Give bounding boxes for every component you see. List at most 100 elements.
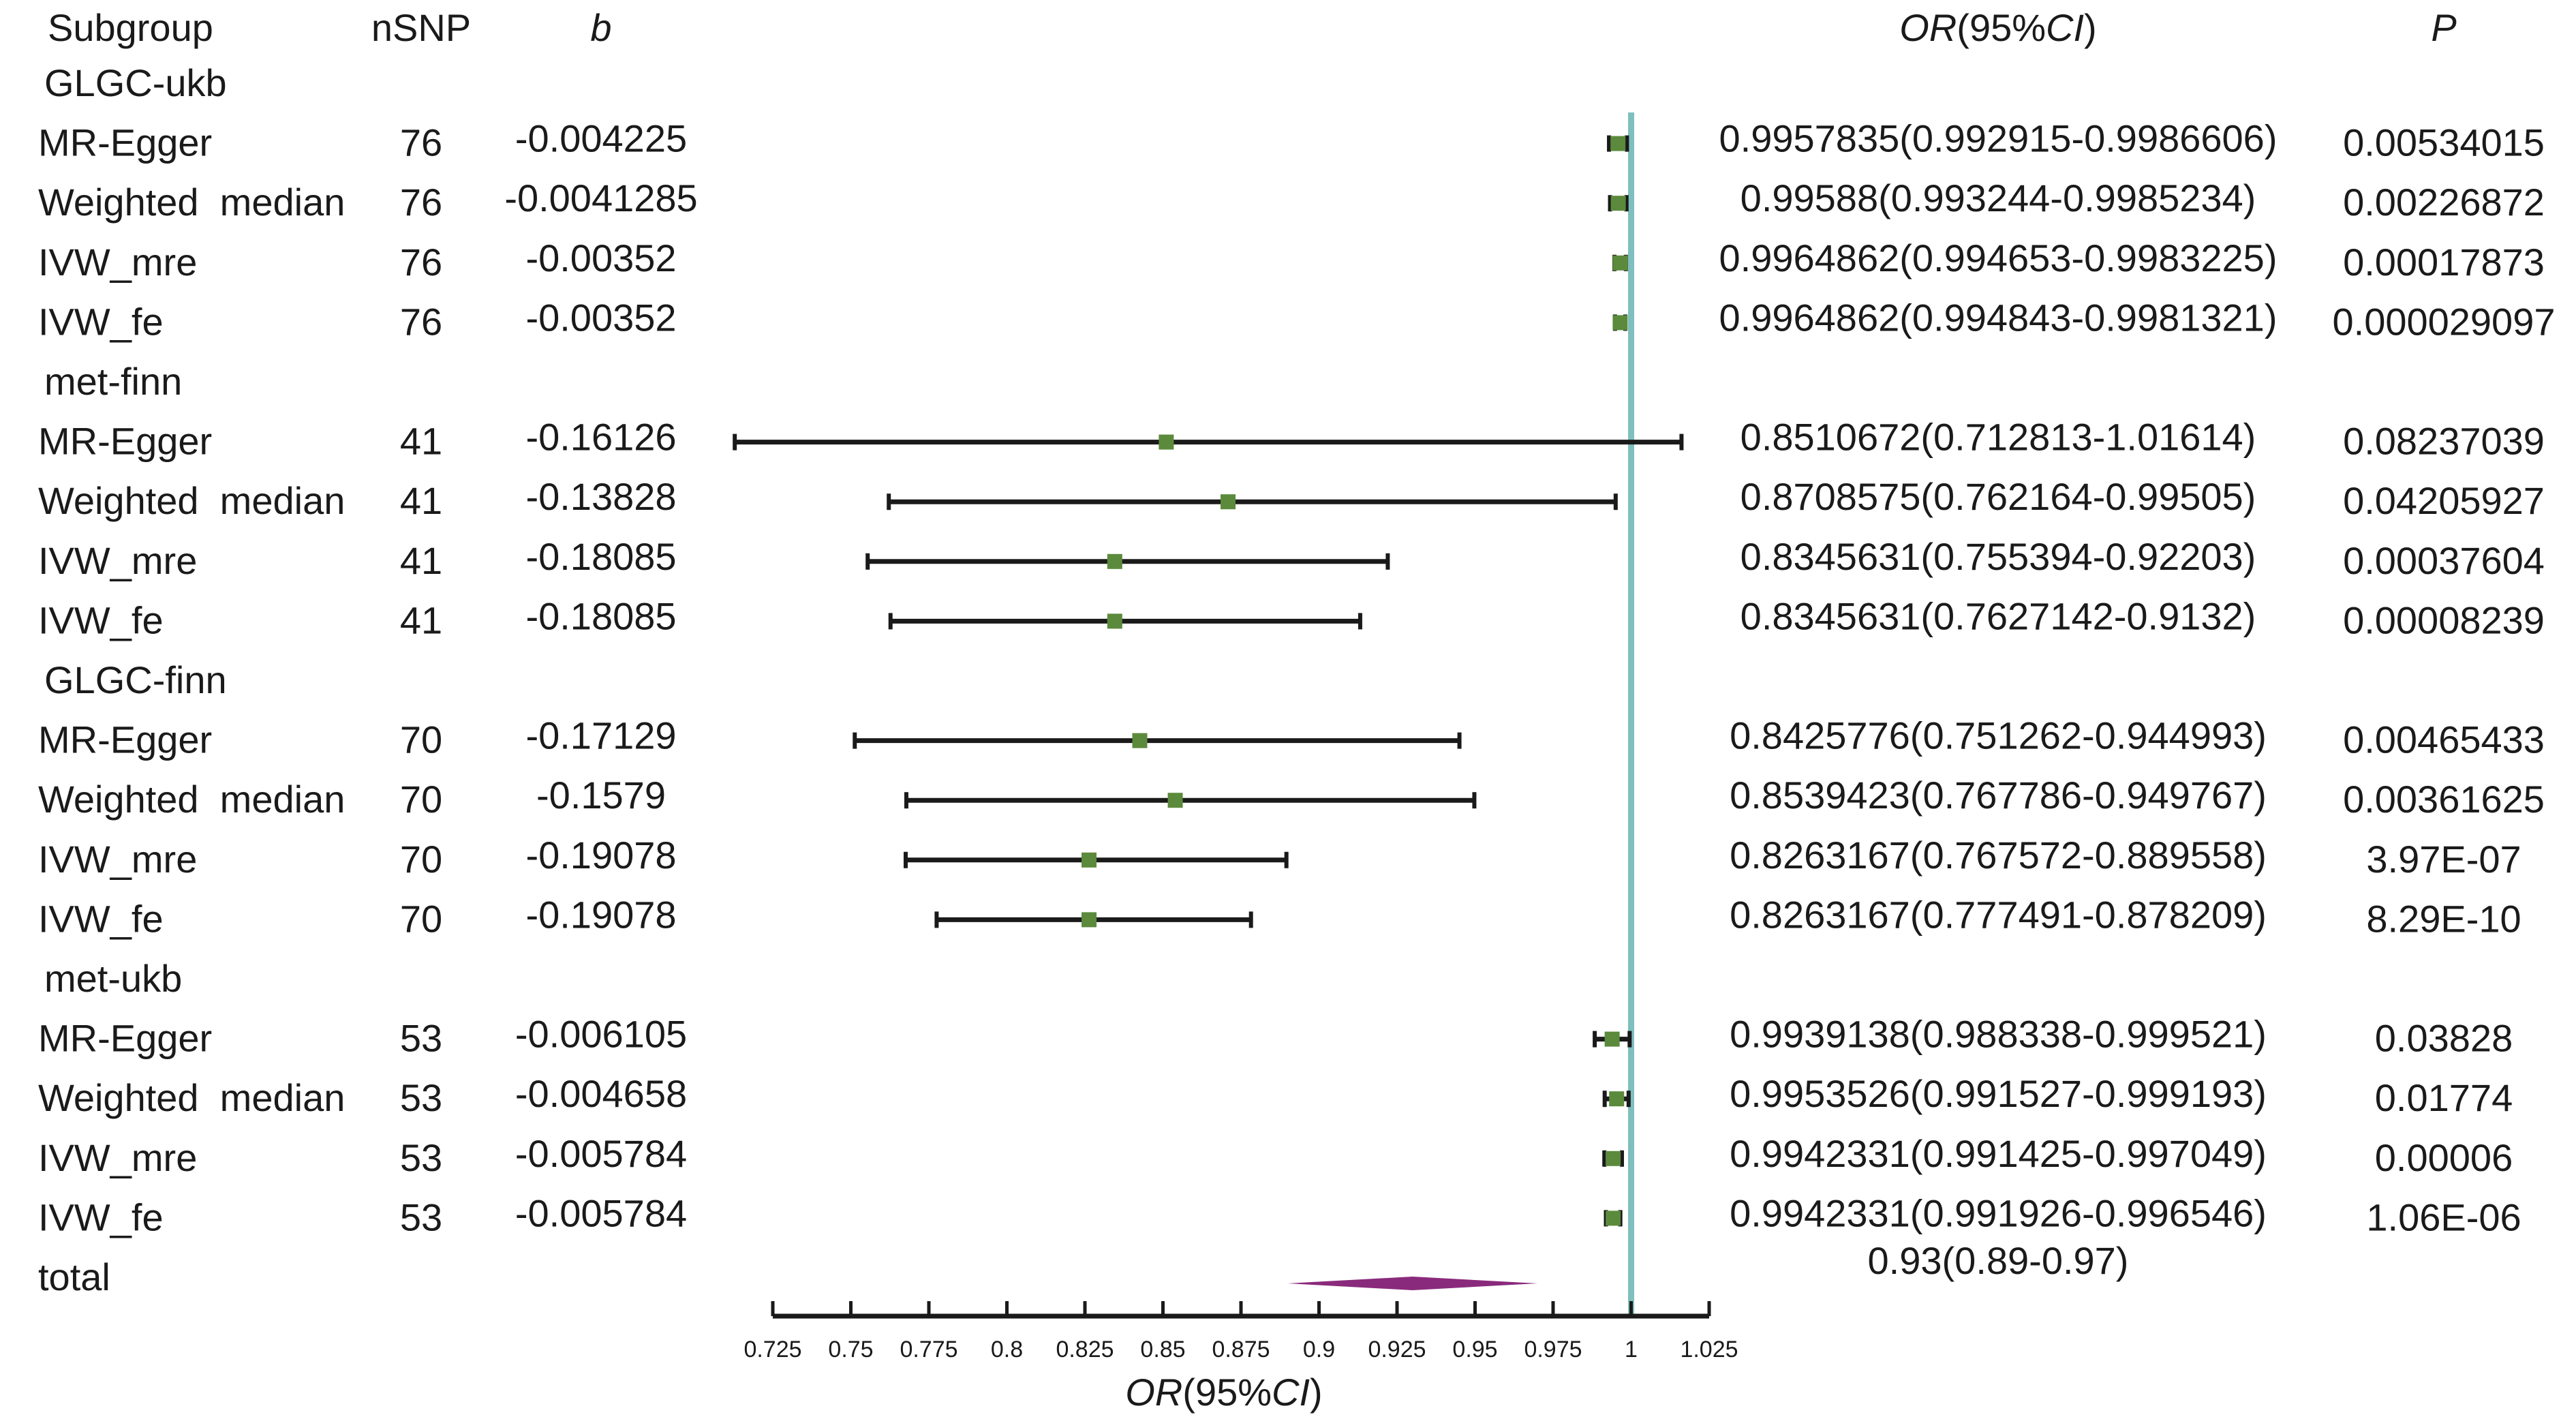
header-or-end: ): [2084, 6, 2097, 49]
group-label: met-finn: [44, 360, 182, 403]
x-tick-label: 0.925: [1368, 1337, 1426, 1362]
or-ci-value: 0.9957835(0.992915-0.9986606): [1719, 117, 2278, 160]
or-ci-value: 0.8345631(0.755394-0.92203): [1741, 535, 2256, 578]
total-label: total: [38, 1255, 110, 1298]
table-row: IVW_mre 53 -0.005784 0.9942331(0.991425-0.9…: [38, 1132, 2513, 1179]
point-estimate: [1082, 852, 1097, 868]
table-row: Weighted median 41 -0.13828 0.8708575(0.762…: [38, 475, 2545, 522]
or-ci-value: 0.9953526(0.991527-0.999193): [1730, 1072, 2267, 1115]
summary-diamond: [1287, 1277, 1538, 1290]
x-tick-label: 0.95: [1452, 1337, 1497, 1362]
or-ci-value: 0.99588(0.993244-0.9985234): [1741, 177, 2256, 219]
group-label: GLGC-finn: [44, 658, 227, 701]
total-row: total 0.93(0.89-0.97): [38, 1239, 2128, 1298]
table-row: MR-Egger 53 -0.006105 0.9939138(0.988338-0.…: [38, 1013, 2513, 1060]
b-value: -0.18085: [525, 594, 676, 637]
header-ci: CI: [2046, 6, 2084, 49]
p-value: 0.03828: [2375, 1017, 2513, 1060]
x-axis-label: OR(95%CI): [1125, 1371, 1322, 1414]
method-label: Weighted median: [38, 479, 345, 522]
table-row: MR-Egger 41 -0.16126 0.8510672(0.712813-1.0…: [38, 416, 2545, 463]
header-or-mid: (95%: [1957, 6, 2046, 49]
nsnp-value: 70: [400, 778, 442, 821]
p-value: 0.08237039: [2343, 420, 2545, 463]
point-estimate: [1107, 613, 1122, 629]
method-label: IVW_fe: [38, 300, 164, 343]
method-label: Weighted median: [38, 181, 345, 224]
table-row: MR-Egger 76 -0.004225 0.9957835(0.992915-0.…: [38, 117, 2545, 164]
method-label: Weighted median: [38, 1076, 345, 1119]
method-label: IVW_mre: [38, 241, 197, 284]
or-ci-value: 0.8345631(0.7627142-0.9132): [1741, 594, 2256, 637]
nsnp-value: 41: [400, 420, 442, 463]
group-label: GLGC-ukb: [44, 61, 227, 104]
x-tick-label: 0.775: [900, 1337, 957, 1362]
group-row: GLGC-ukb: [44, 61, 227, 104]
p-value: 0.00017873: [2343, 241, 2545, 284]
method-label: MR-Egger: [38, 1017, 212, 1060]
method-label: MR-Egger: [38, 718, 212, 761]
point-estimate: [1612, 255, 1628, 271]
b-value: -0.004225: [515, 117, 687, 160]
method-label: IVW_fe: [38, 598, 164, 641]
x-tick-label: 0.75: [828, 1337, 873, 1362]
xlabel-or: OR: [1125, 1371, 1182, 1414]
table-row: IVW_fe 70 -0.19078 0.8263167(0.777491-0.878…: [38, 893, 2521, 940]
p-value: 0.00361625: [2343, 778, 2545, 821]
or-ci-value: 0.9939138(0.988338-0.999521): [1730, 1013, 2267, 1056]
x-tick-label: 1.025: [1680, 1337, 1738, 1362]
point-estimate: [1221, 494, 1236, 510]
table-row: Weighted median 70 -0.1579 0.8539423(0.7677…: [38, 774, 2545, 821]
table-row: Weighted median 76 -0.0041285 0.99588(0.993…: [38, 177, 2545, 224]
x-tick-label: 1: [1625, 1337, 1638, 1362]
header-b: b: [590, 6, 611, 49]
point-estimate: [1159, 434, 1174, 450]
group-row: met-ukb: [44, 957, 182, 1000]
nsnp-value: 70: [400, 718, 442, 761]
point-estimate: [1606, 1151, 1621, 1166]
total-or-ci: 0.93(0.89-0.97): [1868, 1239, 2129, 1282]
b-value: -0.18085: [525, 535, 676, 578]
or-ci-value: 0.8263167(0.767572-0.889558): [1730, 834, 2267, 877]
point-estimate: [1082, 912, 1097, 928]
p-value: 0.00226872: [2343, 181, 2545, 224]
x-tick-label: 0.85: [1140, 1337, 1185, 1362]
x-tick-label: 0.725: [743, 1337, 801, 1362]
or-ci-value: 0.8708575(0.762164-0.99505): [1741, 475, 2256, 518]
nsnp-value: 53: [400, 1195, 442, 1238]
method-label: IVW_mre: [38, 838, 197, 881]
p-value: 0.00465433: [2343, 718, 2545, 761]
p-value: 0.00037604: [2343, 539, 2545, 582]
b-value: -0.16126: [525, 416, 676, 459]
table-row: MR-Egger 70 -0.17129 0.8425776(0.751262-0.9…: [38, 714, 2545, 761]
table-row: IVW_mre 76 -0.00352 0.9964862(0.994653-0.99…: [38, 237, 2545, 284]
p-value: 0.00534015: [2343, 121, 2545, 164]
group-row: met-finn: [44, 360, 182, 403]
p-value: 0.01774: [2375, 1076, 2513, 1119]
table-rows: GLGC-ukb MR-Egger 76 -0.004225 0.9957835(0.9…: [38, 61, 2556, 1316]
or-ci-value: 0.9964862(0.994653-0.9983225): [1719, 237, 2278, 279]
method-label: IVW_fe: [38, 1195, 164, 1238]
b-value: -0.00352: [525, 237, 676, 279]
b-value: -0.0041285: [504, 177, 697, 219]
point-estimate: [1167, 793, 1183, 808]
nsnp-value: 76: [400, 181, 442, 224]
xlabel-mid: (95%: [1182, 1371, 1272, 1414]
method-label: MR-Egger: [38, 121, 212, 164]
nsnp-value: 76: [400, 121, 442, 164]
or-ci-value: 0.8539423(0.767786-0.949767): [1730, 774, 2267, 817]
table-row: IVW_fe 76 -0.00352 0.9964862(0.994843-0.998…: [38, 296, 2556, 343]
header-subgroup: Subgroup: [48, 6, 213, 49]
p-value: 0.00006: [2375, 1136, 2513, 1179]
b-value: -0.00352: [525, 296, 676, 339]
b-value: -0.19078: [525, 834, 676, 877]
method-label: IVW_fe: [38, 897, 164, 940]
header-or-ci: OR(95%CI): [1899, 6, 2096, 49]
group-label: met-ukb: [44, 957, 182, 1000]
b-value: -0.005784: [515, 1132, 687, 1175]
table-row: IVW_mre 41 -0.18085 0.8345631(0.755394-0.92…: [38, 535, 2545, 582]
p-value: 1.06E-06: [2366, 1195, 2521, 1238]
nsnp-value: 53: [400, 1076, 442, 1119]
table-row: Weighted median 53 -0.004658 0.9953526(0.99…: [38, 1072, 2513, 1119]
